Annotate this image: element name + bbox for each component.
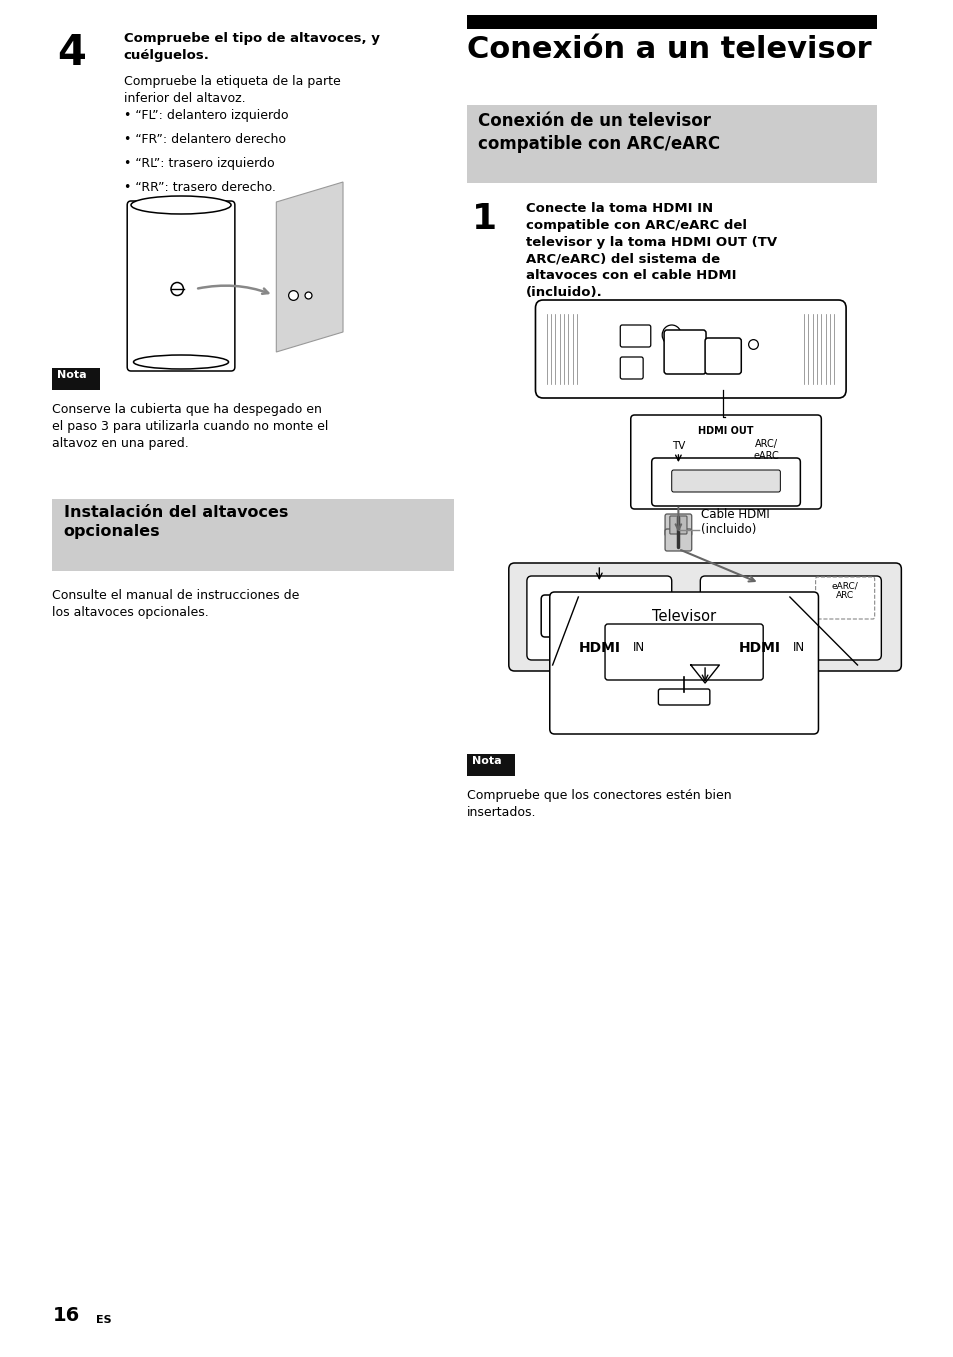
Text: HDMI: HDMI <box>738 641 780 655</box>
FancyBboxPatch shape <box>549 592 818 734</box>
Text: ES: ES <box>96 1315 112 1324</box>
Ellipse shape <box>133 356 229 369</box>
FancyBboxPatch shape <box>535 300 845 398</box>
Text: Compruebe el tipo de altavoces, y
cuélguelos.: Compruebe el tipo de altavoces, y cuélgu… <box>124 33 379 62</box>
Text: ARC/
eARC: ARC/ eARC <box>752 440 778 460</box>
FancyBboxPatch shape <box>664 529 691 551</box>
Text: Conserve la cubierta que ha despegado en
el paso 3 para utilizarla cuando no mon: Conserve la cubierta que ha despegado en… <box>52 403 329 451</box>
FancyBboxPatch shape <box>658 689 709 706</box>
FancyBboxPatch shape <box>466 754 514 776</box>
FancyBboxPatch shape <box>466 15 876 28</box>
Text: IN: IN <box>632 641 644 654</box>
Ellipse shape <box>131 195 231 214</box>
Text: 4: 4 <box>57 33 86 75</box>
FancyBboxPatch shape <box>704 338 740 375</box>
FancyBboxPatch shape <box>526 575 671 660</box>
FancyBboxPatch shape <box>550 608 618 628</box>
Text: Conecte la toma HDMI IN
compatible con ARC/eARC del
televisor y la toma HDMI OUT: Conecte la toma HDMI IN compatible con A… <box>525 202 777 299</box>
FancyBboxPatch shape <box>651 459 800 506</box>
FancyBboxPatch shape <box>52 499 454 571</box>
Text: Compruebe que los conectores estén bien
insertados.: Compruebe que los conectores estén bien … <box>466 788 731 820</box>
Text: Conexión a un televisor: Conexión a un televisor <box>466 35 871 64</box>
Text: TV: TV <box>671 441 684 451</box>
Text: Nota: Nota <box>471 756 500 765</box>
FancyBboxPatch shape <box>815 577 874 619</box>
FancyBboxPatch shape <box>508 563 901 670</box>
FancyBboxPatch shape <box>630 415 821 509</box>
Text: Conexión de un televisor
compatible con ARC/eARC: Conexión de un televisor compatible con … <box>477 113 720 153</box>
Text: HDMI OUT: HDMI OUT <box>698 426 753 436</box>
Text: • “FR”: delantero derecho: • “FR”: delantero derecho <box>124 133 286 147</box>
FancyBboxPatch shape <box>540 594 629 636</box>
Text: Nota: Nota <box>57 370 87 380</box>
Text: IN: IN <box>792 641 804 654</box>
FancyBboxPatch shape <box>669 531 686 550</box>
FancyBboxPatch shape <box>604 624 762 680</box>
Text: eARC/
ARC: eARC/ ARC <box>831 581 858 600</box>
FancyBboxPatch shape <box>619 357 642 379</box>
Text: Consulte el manual de instrucciones de
los altavoces opcionales.: Consulte el manual de instrucciones de l… <box>52 589 299 619</box>
FancyBboxPatch shape <box>466 104 876 183</box>
FancyBboxPatch shape <box>714 594 802 636</box>
Text: Compruebe la etiqueta de la parte
inferior del altavoz.: Compruebe la etiqueta de la parte inferi… <box>124 75 340 104</box>
Text: • “RL”: trasero izquierdo: • “RL”: trasero izquierdo <box>124 157 274 170</box>
Text: Televisor: Televisor <box>651 609 716 624</box>
Text: Instalación del altavoces
opcionales: Instalación del altavoces opcionales <box>64 505 288 539</box>
Text: • “FL”: delantero izquierdo: • “FL”: delantero izquierdo <box>124 109 288 122</box>
Polygon shape <box>276 182 343 351</box>
FancyBboxPatch shape <box>52 368 100 389</box>
Text: • “RR”: trasero derecho.: • “RR”: trasero derecho. <box>124 180 275 194</box>
FancyBboxPatch shape <box>664 514 691 536</box>
FancyBboxPatch shape <box>723 608 792 628</box>
FancyBboxPatch shape <box>619 324 650 347</box>
FancyBboxPatch shape <box>127 201 234 370</box>
FancyBboxPatch shape <box>669 516 686 535</box>
Text: 16: 16 <box>52 1305 79 1324</box>
Text: 1: 1 <box>471 202 497 236</box>
Text: HDMI: HDMI <box>578 641 619 655</box>
FancyBboxPatch shape <box>700 575 881 660</box>
Text: Cable HDMI
(incluido): Cable HDMI (incluido) <box>700 508 769 536</box>
FancyBboxPatch shape <box>671 470 780 493</box>
FancyBboxPatch shape <box>663 330 705 375</box>
